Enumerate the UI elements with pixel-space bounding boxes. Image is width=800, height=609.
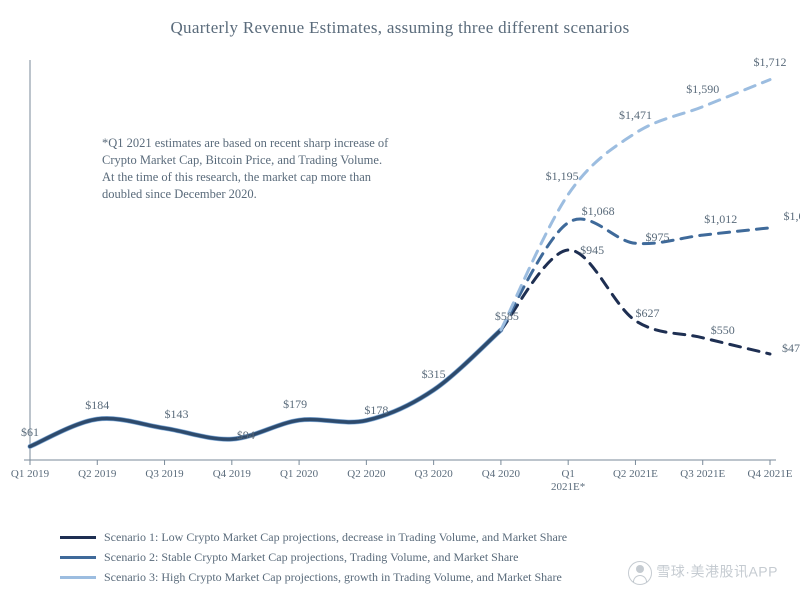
data-point-label: $94 <box>237 428 255 443</box>
x-tick-label: Q2 2020 <box>347 468 385 481</box>
legend-item-s3: Scenario 3: High Crypto Market Cap proje… <box>60 570 760 585</box>
x-tick-label: Q1 2021E* <box>551 468 585 494</box>
data-point-label: $1,590 <box>686 82 719 97</box>
x-tick-label: Q3 2019 <box>145 468 183 481</box>
x-tick-label: Q4 2019 <box>213 468 251 481</box>
data-point-label: $143 <box>165 407 189 422</box>
data-point-label: $1,068 <box>582 204 615 219</box>
data-point-label: $1,045 <box>784 209 800 224</box>
data-point-label: $184 <box>85 398 109 413</box>
chart-title: Quarterly Revenue Estimates, assuming th… <box>0 18 800 38</box>
data-point-label: $945 <box>580 243 604 258</box>
x-tick-label: Q2 2019 <box>78 468 116 481</box>
data-point-label: $1,471 <box>619 108 652 123</box>
legend-label: Scenario 3: High Crypto Market Cap proje… <box>104 570 562 585</box>
legend-swatch <box>60 576 96 579</box>
data-point-label: $315 <box>422 367 446 382</box>
x-tick-label: Q4 2021E <box>748 468 793 481</box>
data-point-label: $179 <box>283 397 307 412</box>
legend-item-s2: Scenario 2: Stable Crypto Market Cap pro… <box>60 550 760 565</box>
data-point-label: $585 <box>495 309 519 324</box>
data-point-label: $1,712 <box>754 55 787 70</box>
legend-swatch <box>60 556 96 559</box>
data-point-label: $178 <box>364 403 388 418</box>
data-point-label: $1,195 <box>546 169 579 184</box>
legend-item-s1: Scenario 1: Low Crypto Market Cap projec… <box>60 530 760 545</box>
x-axis-labels: Q1 2019Q2 2019Q3 2019Q4 2019Q1 2020Q2 20… <box>15 468 785 508</box>
legend-label: Scenario 1: Low Crypto Market Cap projec… <box>104 530 567 545</box>
x-tick-label: Q1 2019 <box>11 468 49 481</box>
x-tick-label: Q3 2021E <box>680 468 725 481</box>
legend-label: Scenario 2: Stable Crypto Market Cap pro… <box>104 550 519 565</box>
x-tick-label: Q4 2020 <box>482 468 520 481</box>
legend-swatch <box>60 536 96 539</box>
revenue-chart <box>15 50 785 500</box>
data-point-label: $975 <box>645 230 669 245</box>
data-point-label: $550 <box>711 323 735 338</box>
data-point-label: $1,012 <box>704 212 737 227</box>
x-tick-label: Q1 2020 <box>280 468 318 481</box>
data-point-label: $627 <box>635 306 659 321</box>
legend: Scenario 1: Low Crypto Market Cap projec… <box>60 530 760 590</box>
data-point-label: $61 <box>21 425 39 440</box>
x-tick-label: Q2 2021E <box>613 468 658 481</box>
x-tick-label: Q3 2020 <box>415 468 453 481</box>
data-point-label: $477 <box>782 341 800 356</box>
